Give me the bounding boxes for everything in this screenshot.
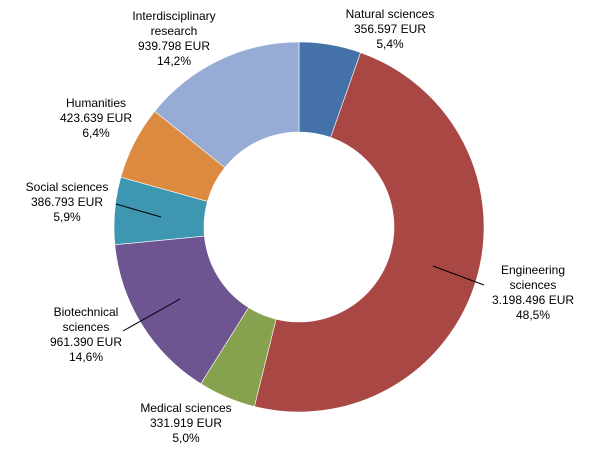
data-label-interdisciplinary-research: Interdisciplinary research 939.798 EUR 14,2… [132, 9, 215, 68]
label-name: sciences [510, 278, 557, 292]
leader-line-social-sciences [115, 203, 162, 218]
label-amount: 939.798 EUR [138, 39, 210, 53]
labels-group: Natural sciences 356.597 EUR 5,4% Engineeri… [26, 7, 575, 445]
label-amount: 423.639 EUR [60, 111, 132, 125]
label-amount: 356.597 EUR [354, 22, 426, 36]
data-label-biotechnical-sciences: Biotechnical sciences 961.390 EUR 14,6% [50, 305, 122, 364]
slice-interdisciplinary-research [154, 41, 300, 168]
label-name: Biotechnical [54, 305, 119, 319]
label-percent: 6,4% [82, 126, 110, 140]
label-percent: 48,5% [516, 308, 550, 322]
label-name: Interdisciplinary [132, 9, 215, 23]
slices-group [113, 41, 485, 413]
data-label-engineering-sciences: Engineering sciences 3.198.496 EUR 48,5% [492, 263, 574, 322]
label-amount: 3.198.496 EUR [492, 293, 574, 307]
leader-line-engineering-sciences [432, 265, 485, 286]
leader-line-biotechnical-sciences [122, 298, 181, 332]
label-name: Humanities [66, 96, 126, 110]
data-label-natural-sciences: Natural sciences 356.597 EUR 5,4% [346, 7, 435, 51]
data-label-medical-sciences: Medical sciences 331.919 EUR 5,0% [140, 401, 231, 445]
label-percent: 5,4% [376, 37, 404, 51]
slice-engineering-sciences [254, 52, 485, 413]
label-name: Medical sciences [140, 401, 231, 415]
label-percent: 5,0% [172, 431, 200, 445]
label-amount: 386.793 EUR [31, 195, 103, 209]
data-label-humanities: Humanities 423.639 EUR 6,4% [60, 96, 132, 140]
label-name: sciences [63, 320, 110, 334]
label-name: Social sciences [26, 180, 109, 194]
label-percent: 14,2% [157, 54, 191, 68]
label-amount: 961.390 EUR [50, 335, 122, 349]
data-label-social-sciences: Social sciences 386.793 EUR 5,9% [26, 180, 109, 224]
label-percent: 5,9% [53, 210, 81, 224]
label-name: research [151, 24, 198, 38]
label-name: Natural sciences [346, 7, 435, 21]
label-percent: 14,6% [69, 350, 103, 364]
label-amount: 331.919 EUR [150, 416, 222, 430]
leader-lines-group [115, 203, 485, 332]
label-name: Engineering [501, 263, 565, 277]
